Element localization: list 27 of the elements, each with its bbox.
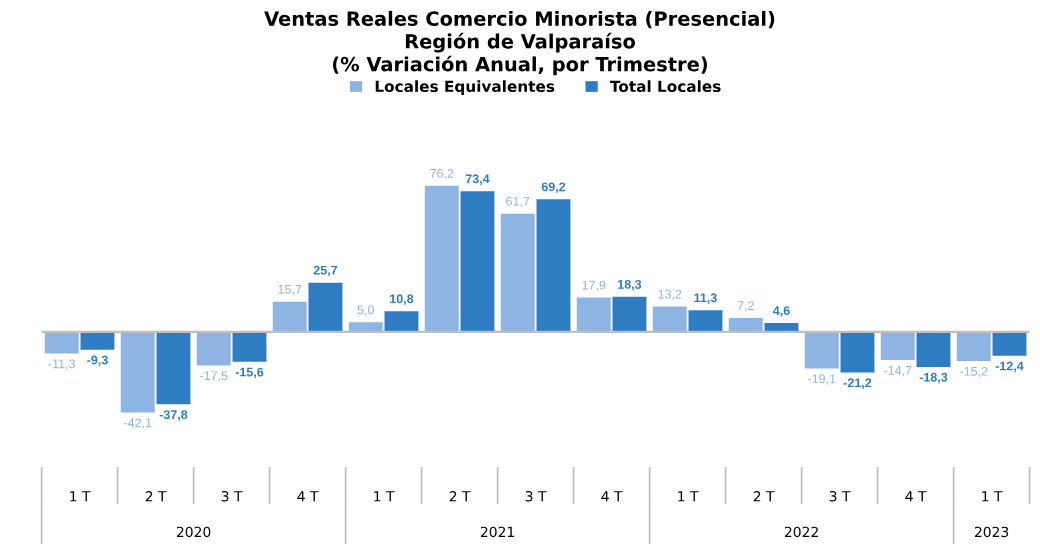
bar <box>44 331 79 354</box>
bar <box>804 331 839 369</box>
bar <box>424 185 459 332</box>
bar <box>80 331 115 350</box>
bar <box>688 310 723 332</box>
bar <box>728 318 763 332</box>
bar <box>156 331 191 405</box>
bar <box>840 331 875 373</box>
bar <box>460 191 495 332</box>
bar <box>536 199 571 332</box>
bar <box>956 331 991 361</box>
bar <box>500 213 535 332</box>
bar <box>384 311 419 332</box>
bar <box>992 331 1027 356</box>
chart-title: Ventas Reales Comercio Minorista (Presencial) Región de Valparaíso (% Variación Anual, por Trimestre) <box>264 10 775 76</box>
bar <box>348 322 383 332</box>
bar <box>232 331 267 362</box>
bar <box>652 306 687 332</box>
bar <box>308 282 343 332</box>
bar <box>196 331 231 366</box>
bar <box>576 297 611 332</box>
bar <box>764 323 799 332</box>
bar <box>612 296 647 332</box>
bar <box>272 301 307 332</box>
bar <box>916 331 951 367</box>
bar <box>120 331 155 413</box>
bar <box>880 331 915 361</box>
